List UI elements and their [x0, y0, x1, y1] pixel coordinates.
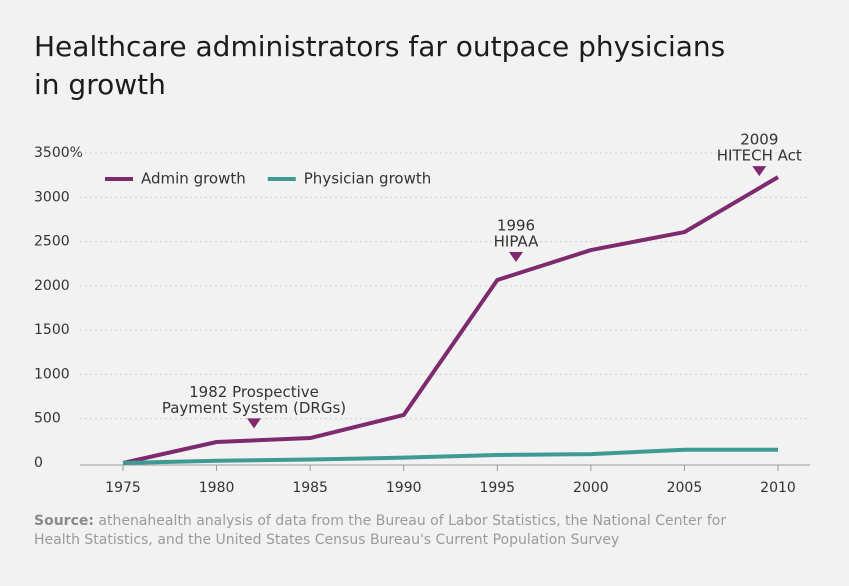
- annotation-arrow: [752, 166, 767, 177]
- x-tick-label: 1990: [386, 480, 422, 496]
- source-label: Source:: [34, 513, 94, 529]
- legend-label: Admin growth: [141, 170, 246, 188]
- x-tick-label: 2005: [667, 480, 703, 496]
- annotation-text: HIPAA: [494, 233, 539, 251]
- y-tick-label: 500: [34, 411, 61, 427]
- x-tick-label: 1995: [479, 480, 515, 496]
- annotation-text: 1996: [497, 217, 535, 235]
- annotation-arrow: [509, 252, 523, 263]
- legend-label: Physician growth: [304, 170, 432, 188]
- annotation-text: HITECH Act: [717, 147, 802, 165]
- annotation-arrow: [247, 418, 261, 429]
- source: Source: athenahealth analysis of data fr…: [34, 512, 764, 550]
- y-tick-label: 1000: [34, 366, 70, 382]
- x-tick-label: 1980: [199, 480, 235, 496]
- data-line: [122, 175, 780, 465]
- y-tick-label: 3500%: [34, 145, 83, 161]
- chart-title: Healthcare administrators far outpace ph…: [34, 30, 726, 101]
- annotation-text: 2009: [740, 131, 778, 149]
- annotation-text: 1982 Prospective: [189, 383, 319, 401]
- data-line: [122, 447, 778, 465]
- x-tick-label: 2010: [760, 480, 796, 496]
- y-tick-label: 1500: [34, 322, 70, 338]
- y-tick-label: 0: [34, 455, 43, 471]
- y-tick-label: 2000: [34, 278, 70, 294]
- chart: 0 500 1000 1500 2000 2500 3000 3500% 1975 1980 198…: [34, 131, 810, 496]
- y-tick-label: 3000: [34, 189, 70, 205]
- source-text: athenahealth analysis of data from the B…: [34, 513, 727, 548]
- annotation-text: Payment System (DRGs): [162, 399, 346, 417]
- x-tick-label: 1985: [292, 480, 328, 496]
- y-tick-label: 2500: [34, 234, 70, 250]
- x-tick-label: 1975: [105, 480, 141, 496]
- x-tick-label: 2000: [573, 480, 609, 496]
